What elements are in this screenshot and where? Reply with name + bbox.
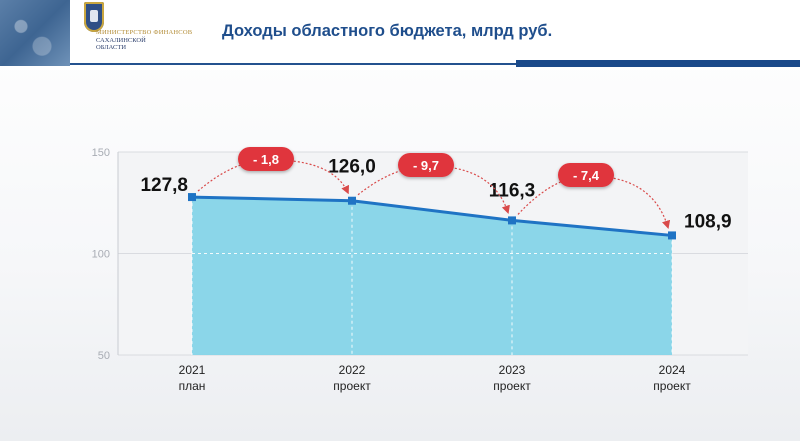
- header: [0, 0, 800, 70]
- value-label-2023: 116,3: [489, 180, 536, 201]
- header-rule-thick: [516, 60, 800, 67]
- ministry-name: МИНИСТЕРСТВО ФИНАНСОВ САХАЛИНСКОЙ ОБЛАСТ…: [96, 29, 206, 52]
- x-tick-label-2024: 2024: [659, 363, 686, 377]
- data-point-2022: [348, 196, 356, 205]
- change-badge-label-1: - 1,8: [253, 152, 279, 167]
- change-badge-3: [558, 163, 614, 187]
- revenue-area: [192, 197, 672, 355]
- x-sublabel-2024: проект: [653, 379, 691, 393]
- value-label-2024: 108,9: [684, 211, 732, 232]
- change-arrow-1: [197, 159, 349, 195]
- x-tick-label-2023: 2023: [499, 363, 526, 377]
- x-tick-label-2022: 2022: [339, 363, 366, 377]
- ministry-line-3: ОБЛАСТИ: [96, 44, 127, 51]
- map-logo-image: [0, 0, 70, 66]
- y-tick-label-100: 100: [92, 249, 110, 261]
- y-tick-label-50: 50: [98, 350, 110, 362]
- coat-of-arms-icon: [84, 2, 104, 32]
- ministry-line-2: САХАЛИНСКОЙ: [96, 36, 146, 44]
- x-sublabel-2022: проект: [333, 379, 371, 393]
- value-label-2022: 126,0: [328, 157, 376, 178]
- y-tick-label-150: 150: [92, 147, 110, 159]
- x-sublabel-2023: проект: [493, 379, 531, 393]
- data-point-2023: [508, 216, 516, 225]
- value-label-2021: 127,8: [140, 175, 188, 196]
- x-tick-label-2021: 2021: [179, 363, 206, 377]
- page-title: Доходы областного бюджета, млрд руб.: [222, 22, 553, 40]
- ministry-line-1: МИНИСТЕРСТВО ФИНАНСОВ: [96, 29, 193, 36]
- change-badge-1: [238, 147, 294, 171]
- header-rule-thin: [70, 63, 516, 65]
- revenue-line: [191, 195, 673, 237]
- data-point-2024: [668, 231, 676, 240]
- change-badge-2: [398, 153, 454, 177]
- change-badge-label-2: - 9,7: [413, 158, 439, 173]
- x-sublabel-2021: план: [179, 379, 206, 393]
- data-point-2021: [188, 193, 196, 202]
- change-badge-label-3: - 7,4: [573, 168, 600, 183]
- change-arrow-3: [517, 175, 671, 230]
